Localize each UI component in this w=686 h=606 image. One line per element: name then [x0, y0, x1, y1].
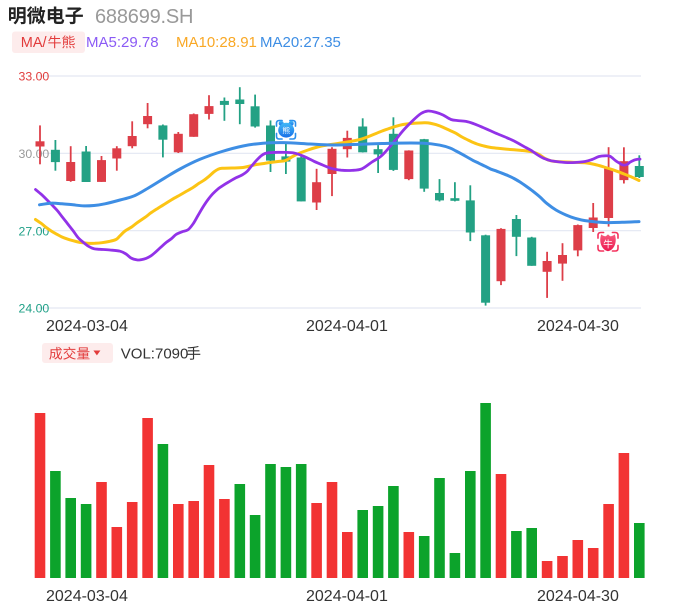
svg-text:2024-03-04: 2024-03-04 — [46, 318, 128, 335]
svg-text:33.00: 33.00 — [19, 70, 50, 84]
svg-text:688699.SH: 688699.SH — [95, 6, 193, 28]
svg-text:24.00: 24.00 — [19, 302, 50, 316]
svg-text:2024-04-30: 2024-04-30 — [537, 588, 619, 605]
svg-text:MA10:28.91: MA10:28.91 — [176, 34, 257, 51]
svg-text:2024-04-30: 2024-04-30 — [537, 318, 619, 335]
svg-text:MA/: MA/ — [21, 35, 48, 51]
svg-text:27.00: 27.00 — [19, 224, 50, 238]
svg-text:30.00: 30.00 — [19, 147, 50, 161]
svg-text:MA20:27.35: MA20:27.35 — [260, 34, 341, 51]
svg-text:2024-04-01: 2024-04-01 — [306, 318, 388, 335]
svg-text:2024-03-04: 2024-03-04 — [46, 588, 128, 605]
svg-text:2024-04-01: 2024-04-01 — [306, 588, 388, 605]
svg-text:MA5:29.78: MA5:29.78 — [86, 34, 159, 51]
svg-text:VOL:7090: VOL:7090 — [121, 346, 189, 363]
